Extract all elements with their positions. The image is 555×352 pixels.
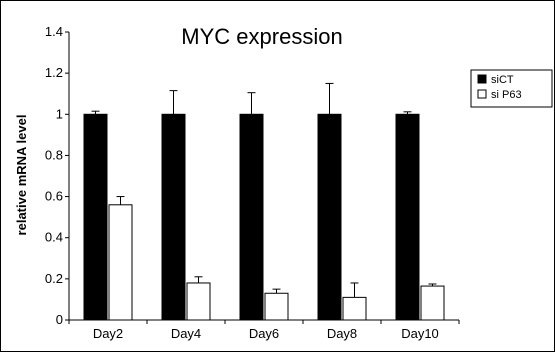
axes: 0 0.2 0.4 0.6 0.8 1 1.2 1.4 Day2 Day4 Day6 Day8 Day1… (45, 24, 460, 341)
legend-swatch (477, 74, 487, 84)
bar-sip63 (342, 296, 367, 321)
bar-sip63 (108, 204, 133, 321)
y-tick-label: 1.2 (45, 65, 63, 80)
y-tick-label: 1 (56, 106, 63, 121)
x-tick-label: Day8 (327, 326, 357, 341)
y-tick-label: 0.4 (45, 230, 63, 245)
y-tick-label: 1.4 (45, 24, 63, 39)
y-tick-label: 0 (56, 312, 63, 327)
legend-swatch (477, 89, 487, 99)
y-axis-label: relative mRNA level (14, 115, 29, 236)
bar-sict (161, 113, 186, 321)
chart-title: MYC expression (181, 24, 342, 49)
y-tick-label: 0.8 (45, 147, 63, 162)
bar-sict (317, 113, 342, 321)
legend-label: si P63 (491, 89, 522, 101)
bar-sict (395, 113, 420, 321)
bar-sip63 (264, 292, 289, 321)
y-tick-label: 0.2 (45, 271, 63, 286)
y-tick-label: 0.6 (45, 189, 63, 204)
bar-sict (83, 113, 108, 321)
x-tick-label: Day6 (249, 326, 279, 341)
legend: siCT si P63 (470, 69, 553, 108)
legend-label: siCT (491, 74, 514, 86)
bar-sip63 (420, 285, 445, 321)
x-tick-label: Day10 (401, 326, 439, 341)
x-tick-label: Day4 (171, 326, 201, 341)
bar-sict (239, 113, 264, 321)
bar-sip63 (186, 282, 211, 321)
x-tick-label: Day2 (93, 326, 123, 341)
bars (83, 82, 445, 321)
